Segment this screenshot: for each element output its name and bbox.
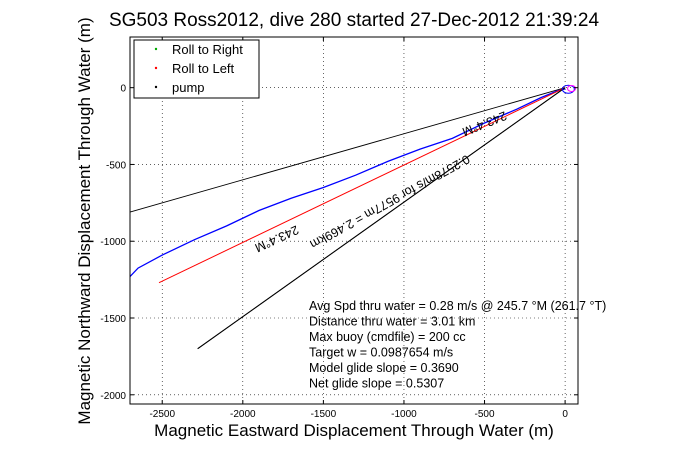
y-axis-label: Magnetic Northward Displacement Through … <box>75 17 94 424</box>
stat-line: Distance thru water = 3.01 km <box>309 315 475 329</box>
roll-left-loop <box>567 84 577 92</box>
y-tick-label: 0 <box>120 84 126 95</box>
stat-line: Max buoy (cmdfile) = 200 cc <box>309 330 466 344</box>
stat-line: Avg Spd thru water = 0.28 m/s @ 245.7 °M… <box>309 299 606 313</box>
chart-title: SG503 Ross2012, dive 280 started 27-Dec-… <box>109 10 600 31</box>
stat-line: Net glide slope = 0.5307 <box>309 377 444 391</box>
series-line-roll-to-left <box>158 87 566 284</box>
stat-line: Target w = 0.0987654 m/s <box>309 346 453 360</box>
y-tick-label: -2000 <box>100 391 126 402</box>
y-tick-label: -500 <box>106 160 126 171</box>
legend-marker <box>154 66 158 70</box>
y-tick-label: -1500 <box>100 314 126 325</box>
series-line-track <box>129 88 566 277</box>
grid <box>130 37 578 404</box>
x-tick-label: -2500 <box>149 409 175 420</box>
stat-line: Model glide slope = 0.3690 <box>309 361 459 375</box>
annotation-layer: 243.4°M0.2578m/s for 9577m = 2.469km243.… <box>253 108 509 255</box>
track-annotation: 0.2578m/s for 9577m = 2.469km <box>308 152 472 252</box>
stats-block: Avg Spd thru water = 0.28 m/s @ 245.7 °M… <box>309 299 606 391</box>
x-tick-label: -1500 <box>311 409 337 420</box>
legend: Roll to Right Roll to Left pump <box>133 39 260 99</box>
track-start-loop <box>561 84 575 94</box>
track-annotation: 243.4°M <box>460 108 509 138</box>
legend-marker <box>154 85 158 89</box>
series-layer <box>129 84 577 350</box>
track-annotation: 243.4°M <box>253 223 301 255</box>
x-tick-label: -1000 <box>391 409 417 420</box>
legend-label: Roll to Right <box>172 42 243 57</box>
series-line-pump <box>197 87 566 350</box>
plot-frame <box>129 36 579 405</box>
legend-label: Roll to Left <box>172 61 235 76</box>
glide-reference-line <box>129 87 566 213</box>
x-tick-label: -2000 <box>230 409 256 420</box>
y-tick-label: -1000 <box>100 237 126 248</box>
x-tick-label: 0 <box>562 409 568 420</box>
legend-box <box>133 39 260 99</box>
x-axis-label: Magnetic Eastward Displacement Through W… <box>154 421 554 440</box>
x-tick-label: -500 <box>475 409 495 420</box>
legend-marker <box>154 47 158 51</box>
legend-label: pump <box>172 80 205 95</box>
